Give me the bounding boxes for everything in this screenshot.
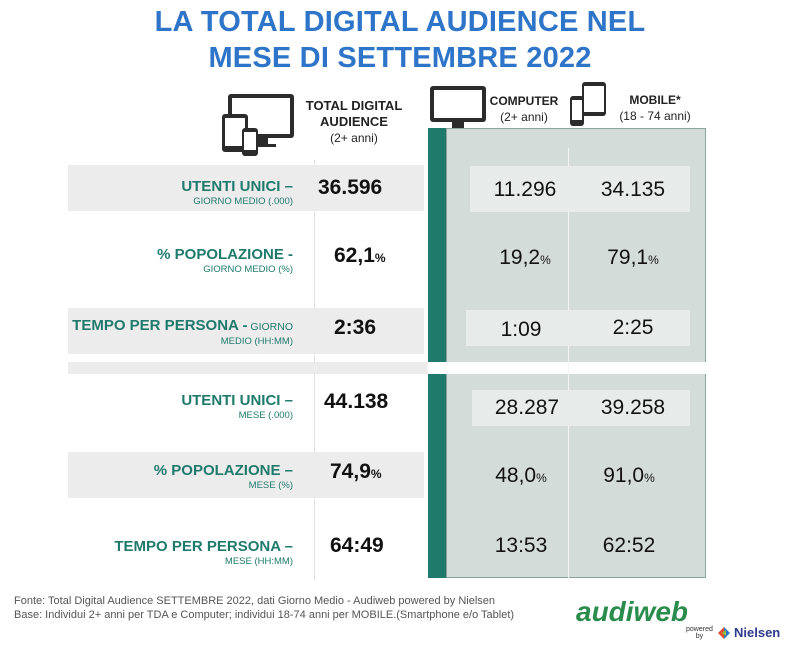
cell-bg-4	[472, 390, 690, 426]
row-bg-1	[68, 165, 424, 211]
mobile-value-5: 91,0%	[603, 464, 655, 487]
computer-value-4: 28.287	[494, 396, 560, 419]
row-label-6: TEMPO PER PERSONA – MESE (HH:MM)	[114, 538, 293, 567]
multi-device-icon	[222, 94, 294, 156]
audiweb-logo: audiweb	[576, 596, 689, 627]
cell-bg-1	[470, 166, 690, 212]
row-label-4: UTENTI UNICI – MESE (.000)	[181, 392, 293, 421]
mobile-value-4: 39.258	[600, 396, 666, 419]
cell-bg-3	[466, 310, 690, 346]
computer-value-5: 48,0%	[495, 464, 547, 487]
header-computer: COMPUTER (2+ anni)	[489, 94, 559, 124]
total-value-3: 2:36	[334, 316, 377, 339]
monitor-icon	[430, 86, 486, 131]
computer-value-3: 1:09	[500, 318, 542, 341]
row-label-3: TEMPO PER PERSONA - GIORNO MEDIO (HH:MM)	[72, 317, 293, 347]
computer-value-2: 19,2%	[499, 246, 551, 269]
panel-divider	[568, 148, 569, 578]
row-bg-3	[68, 308, 424, 354]
total-value-6: 64:49	[330, 534, 384, 557]
mobile-value-6: 62:52	[602, 534, 656, 557]
computer-value-1: 11.296	[493, 178, 557, 201]
header-mobile: MOBILE* (18 - 74 anni)	[619, 93, 691, 123]
row-label-5: % POPOLAZIONE – MESE (%)	[153, 462, 293, 491]
smartphone-icon	[570, 82, 606, 126]
footer-base: Base: Individui 2+ anni per TDA e Comput…	[14, 609, 515, 621]
mobile-value-1: 34.135	[600, 178, 666, 201]
computer-value-6: 13:53	[494, 534, 548, 557]
total-value-5: 74,9%	[330, 460, 382, 483]
panel-accent-bar	[428, 128, 448, 578]
page-title-line2: MESE DI SETTEMBRE 2022	[208, 42, 592, 74]
powered-by-label: powered by	[686, 626, 713, 640]
total-value-1: 36.596	[318, 176, 383, 199]
total-value-2: 62,1%	[334, 244, 386, 267]
page-title-line1: LA TOTAL DIGITAL AUDIENCE NEL	[154, 6, 646, 38]
footer-source: Fonte: Total Digital Audience SETTEMBRE …	[14, 595, 495, 607]
header-total-digital: TOTAL DIGITAL AUDIENCE (2+ anni)	[305, 98, 403, 145]
nielsen-label: Nielsen	[734, 625, 781, 640]
total-value-4: 44.138	[324, 390, 389, 413]
row-bg-5	[68, 452, 424, 498]
mobile-value-3: 2:25	[612, 316, 654, 339]
nielsen-logo-icon	[718, 627, 730, 639]
row-label-1: UTENTI UNICI – GIORNO MEDIO (.000)	[181, 178, 293, 207]
row-label-2: % POPOLAZIONE - GIORNO MEDIO (%)	[157, 246, 293, 275]
mobile-value-2: 79,1%	[607, 246, 659, 269]
